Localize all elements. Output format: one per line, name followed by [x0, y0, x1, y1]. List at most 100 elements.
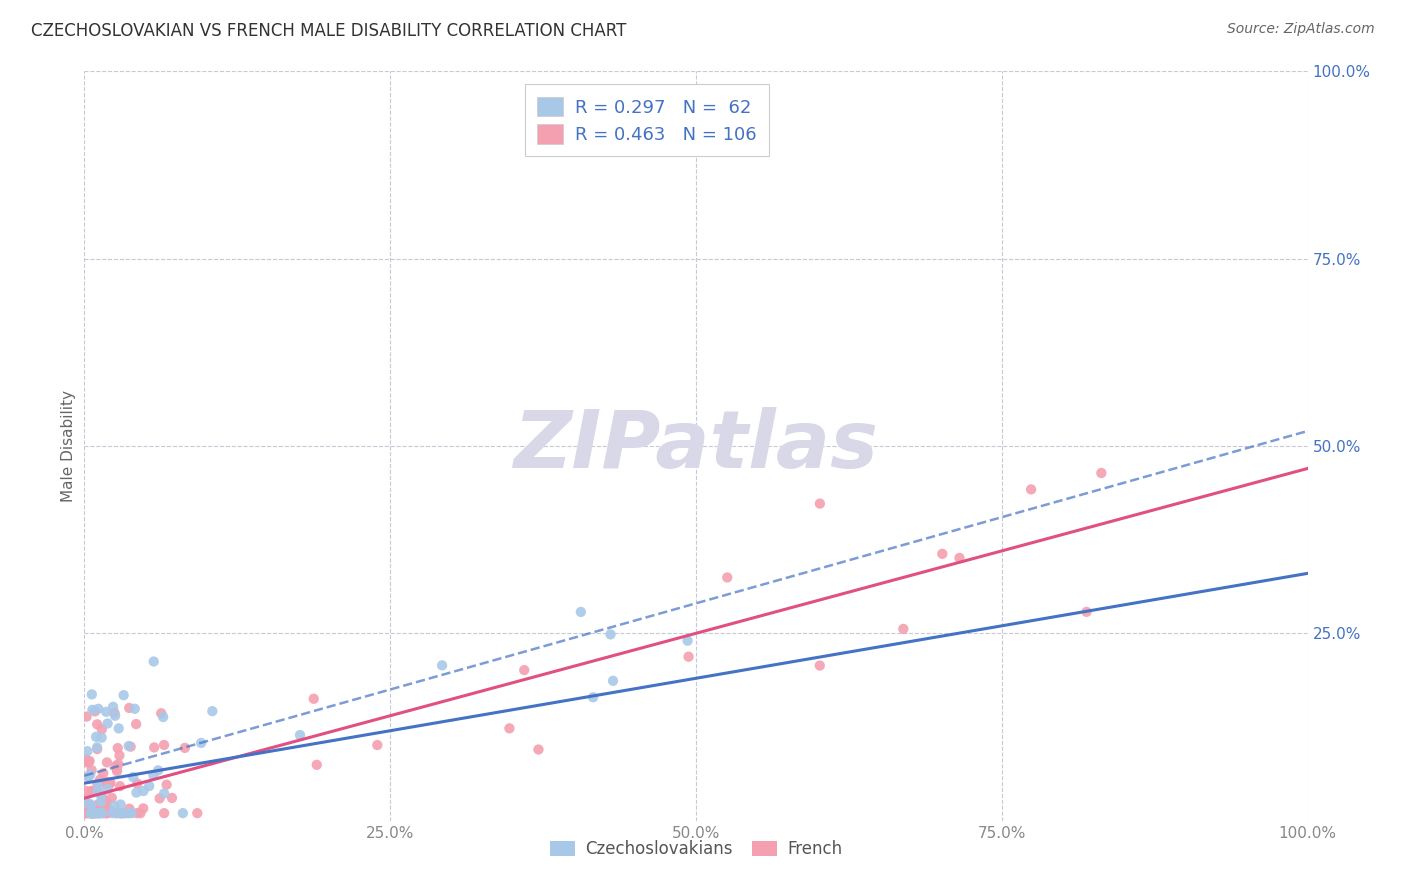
Point: [110, 806, 132, 821]
Point: [112, 688, 135, 702]
Point: [98, 777, 121, 791]
Point: [79, 767, 101, 781]
Point: [153, 787, 176, 801]
Point: [96, 777, 118, 791]
Point: [112, 806, 135, 821]
Point: [90, 797, 112, 811]
Point: [569, 605, 592, 619]
Point: [77, 797, 100, 811]
Point: [948, 550, 970, 565]
Point: [87, 702, 110, 716]
Point: [77, 770, 100, 784]
Point: [96, 705, 118, 719]
Point: [105, 762, 128, 776]
Point: [76, 744, 98, 758]
Point: [108, 806, 131, 821]
Point: [87, 780, 110, 794]
Text: ZIPatlas: ZIPatlas: [513, 407, 879, 485]
Point: [87, 785, 110, 799]
Point: [91, 806, 114, 821]
Point: [89, 772, 111, 787]
Point: [73, 791, 96, 805]
Point: [86, 806, 108, 821]
Point: [91, 789, 114, 804]
Point: [80, 687, 103, 701]
Point: [118, 802, 141, 816]
Point: [678, 649, 700, 664]
Point: [676, 633, 699, 648]
Point: [83, 806, 105, 821]
Point: [94, 805, 117, 820]
Point: [87, 797, 110, 812]
Point: [87, 806, 110, 821]
Point: [172, 806, 194, 821]
Point: [125, 806, 148, 821]
Point: [96, 756, 118, 770]
Point: [83, 806, 105, 821]
Point: [160, 791, 183, 805]
Point: [82, 806, 104, 821]
Point: [90, 795, 112, 809]
Point: [75, 752, 97, 766]
Point: [79, 799, 101, 814]
Point: [138, 779, 160, 793]
Point: [153, 738, 176, 752]
Point: [1090, 466, 1112, 480]
Point: [100, 804, 122, 818]
Point: [121, 806, 143, 821]
Point: [80, 806, 103, 821]
Point: [129, 806, 152, 821]
Point: [118, 739, 141, 753]
Point: [110, 797, 132, 812]
Point: [108, 779, 131, 793]
Point: [156, 778, 179, 792]
Point: [75, 784, 97, 798]
Point: [107, 757, 129, 772]
Point: [90, 789, 112, 803]
Point: [107, 741, 129, 756]
Point: [86, 742, 108, 756]
Point: [98, 804, 121, 818]
Point: [190, 736, 212, 750]
Point: [513, 663, 536, 677]
Point: [97, 716, 120, 731]
Point: [104, 708, 127, 723]
Point: [808, 658, 831, 673]
Point: [83, 806, 105, 821]
Point: [125, 786, 148, 800]
Point: [79, 806, 101, 821]
Point: [602, 673, 624, 688]
Point: [80, 797, 103, 812]
Point: [84, 705, 107, 719]
Point: [82, 784, 104, 798]
Point: [891, 622, 914, 636]
Point: [84, 806, 107, 821]
Point: [127, 776, 149, 790]
Legend: Czechoslovakians, French: Czechoslovakians, French: [543, 833, 849, 864]
Point: [82, 806, 104, 821]
Text: CZECHOSLOVAKIAN VS FRENCH MALE DISABILITY CORRELATION CHART: CZECHOSLOVAKIAN VS FRENCH MALE DISABILIT…: [31, 22, 626, 40]
Point: [83, 802, 105, 816]
Point: [142, 768, 165, 782]
Point: [120, 739, 142, 754]
Point: [84, 806, 107, 821]
Point: [149, 791, 172, 805]
Point: [118, 701, 141, 715]
Point: [90, 723, 112, 737]
Point: [94, 806, 117, 821]
Point: [101, 806, 124, 821]
Point: [430, 658, 453, 673]
Point: [148, 764, 170, 778]
Point: [96, 806, 118, 821]
Point: [716, 570, 738, 584]
Point: [110, 806, 132, 821]
Point: [89, 805, 111, 819]
Point: [201, 704, 224, 718]
Point: [87, 806, 110, 821]
Text: Source: ZipAtlas.com: Source: ZipAtlas.com: [1227, 22, 1375, 37]
Point: [90, 731, 112, 745]
Point: [288, 728, 311, 742]
Point: [132, 784, 155, 798]
Point: [104, 806, 127, 821]
Point: [132, 801, 155, 815]
